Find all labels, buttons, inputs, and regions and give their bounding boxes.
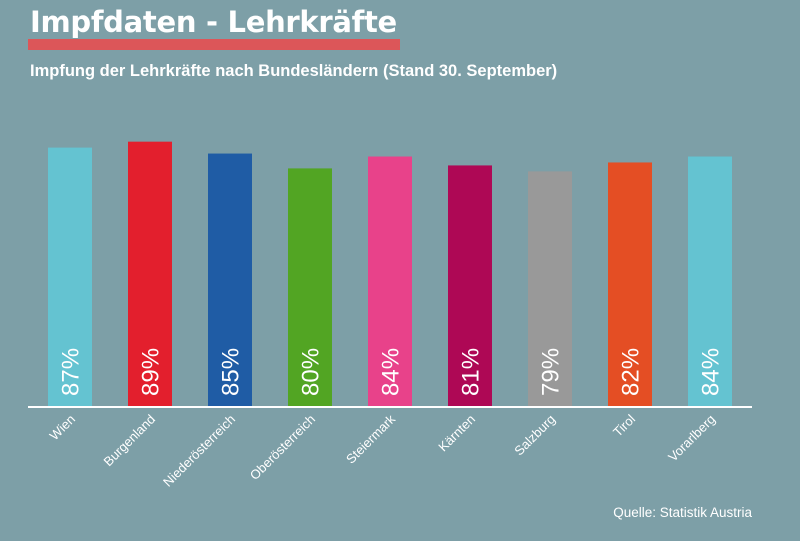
data-label-wien: 87% [58, 348, 85, 396]
bar-kaernten [448, 165, 492, 406]
bar-tirol [608, 162, 652, 406]
data-label-salzburg: 79% [538, 348, 565, 396]
category-label-steiermark: Steiermark [343, 411, 398, 466]
category-label-salzburg: Salzburg [511, 412, 558, 459]
data-label-oberoesterreich: 80% [298, 348, 325, 396]
data-label-steiermark: 84% [378, 348, 405, 396]
bar-burgenland [128, 141, 172, 407]
category-label-oberoesterreich: Oberösterreich [247, 412, 318, 483]
category-label-tirol: Tirol [610, 411, 638, 439]
category-label-kaernten: Kärnten [435, 412, 478, 455]
bar-salzburg [528, 171, 572, 406]
data-label-tirol: 82% [618, 348, 645, 396]
category-label-niederoesterreich: Niederösterreich [160, 412, 238, 490]
bar-oberoesterreich [288, 168, 332, 406]
data-label-vorarlberg: 84% [698, 348, 725, 396]
source-note: Quelle: Statistik Austria [613, 505, 752, 520]
bars-group: 87% 89% 85% 80% 84% 81% 79% 82% 84% [48, 141, 732, 407]
data-label-burgenland: 89% [138, 348, 165, 396]
category-label-wien: Wien [47, 412, 79, 444]
category-label-burgenland: Burgenland [100, 412, 158, 470]
bar-vorarlberg [688, 156, 732, 406]
bar-niederoesterreich [208, 153, 252, 406]
category-labels-group: Wien Burgenland Niederösterreich Oberösterr… [47, 411, 719, 489]
title-underline [28, 39, 400, 50]
bar-wien [48, 147, 92, 407]
chart-title: Impfdaten - Lehrkräfte [30, 5, 397, 39]
data-label-niederoesterreich: 85% [218, 348, 245, 396]
bar-steiermark [368, 156, 412, 406]
data-label-kaernten: 81% [458, 348, 485, 396]
category-label-vorarlberg: Vorarlberg [665, 412, 718, 465]
chart-subtitle: Impfung der Lehrkräfte nach Bundesländer… [30, 62, 558, 80]
